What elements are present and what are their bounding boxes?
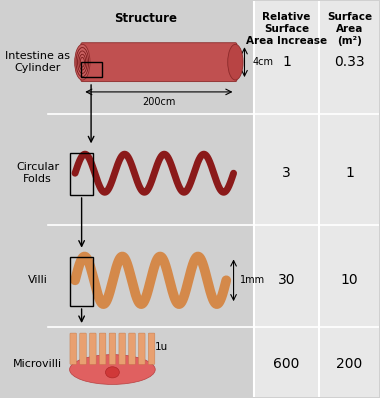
FancyBboxPatch shape <box>129 333 135 365</box>
Bar <box>70 153 93 195</box>
FancyBboxPatch shape <box>70 333 76 365</box>
FancyBboxPatch shape <box>81 43 237 82</box>
Text: Microvilli: Microvilli <box>13 359 62 369</box>
Text: Villi: Villi <box>28 275 48 285</box>
Text: 1: 1 <box>345 166 354 180</box>
Bar <box>70 256 93 306</box>
Text: Relative
Surface
Area Increase: Relative Surface Area Increase <box>246 12 327 46</box>
Text: 1mm: 1mm <box>240 275 265 285</box>
Text: 4cm: 4cm <box>252 57 274 67</box>
Text: 30: 30 <box>278 273 295 287</box>
Ellipse shape <box>228 44 243 80</box>
Text: 1: 1 <box>282 55 291 69</box>
Text: 200cm: 200cm <box>142 97 176 107</box>
Text: Structure: Structure <box>115 12 177 25</box>
Text: 600: 600 <box>273 357 299 371</box>
FancyBboxPatch shape <box>109 333 116 365</box>
Ellipse shape <box>106 367 119 378</box>
Text: 200: 200 <box>336 357 363 371</box>
FancyBboxPatch shape <box>99 333 106 365</box>
Bar <box>253 1 379 397</box>
Text: Intestine as
Cylinder: Intestine as Cylinder <box>5 51 70 73</box>
FancyBboxPatch shape <box>80 333 86 365</box>
Bar <box>81 62 102 77</box>
Text: 0.33: 0.33 <box>334 55 365 69</box>
FancyBboxPatch shape <box>138 333 145 365</box>
FancyBboxPatch shape <box>90 333 96 365</box>
Text: 1u: 1u <box>155 342 168 352</box>
Text: 10: 10 <box>340 273 358 287</box>
Text: Surface
Area
(m²): Surface Area (m²) <box>327 12 372 46</box>
Text: 3: 3 <box>282 166 291 180</box>
Ellipse shape <box>75 44 90 80</box>
FancyBboxPatch shape <box>148 333 155 365</box>
Ellipse shape <box>70 355 155 384</box>
FancyBboxPatch shape <box>119 333 125 365</box>
Text: Circular
Folds: Circular Folds <box>16 162 59 184</box>
